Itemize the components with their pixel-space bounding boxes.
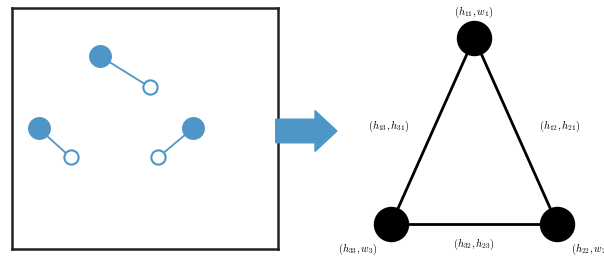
FancyArrow shape	[275, 111, 337, 151]
Point	[188, 126, 198, 130]
Point	[386, 222, 396, 226]
Point	[146, 85, 155, 90]
Point	[34, 126, 43, 130]
Point	[66, 155, 76, 159]
Text: $(h_{33}, w_3)$: $(h_{33}, w_3)$	[338, 242, 377, 257]
Point	[153, 155, 163, 159]
Point	[553, 222, 562, 226]
Text: $(h_{12}, h_{21})$: $(h_{12}, h_{21})$	[539, 118, 580, 134]
Text: $(h_{22}, w_2)$: $(h_{22}, w_2)$	[571, 242, 604, 257]
Point	[469, 36, 479, 40]
Point	[95, 54, 104, 58]
Text: $(h_{13}, h_{31})$: $(h_{13}, h_{31})$	[368, 118, 410, 134]
Text: $(h_{32}, h_{23})$: $(h_{32}, h_{23})$	[454, 237, 495, 252]
Text: $(h_{11}, w_1)$: $(h_{11}, w_1)$	[454, 5, 494, 20]
